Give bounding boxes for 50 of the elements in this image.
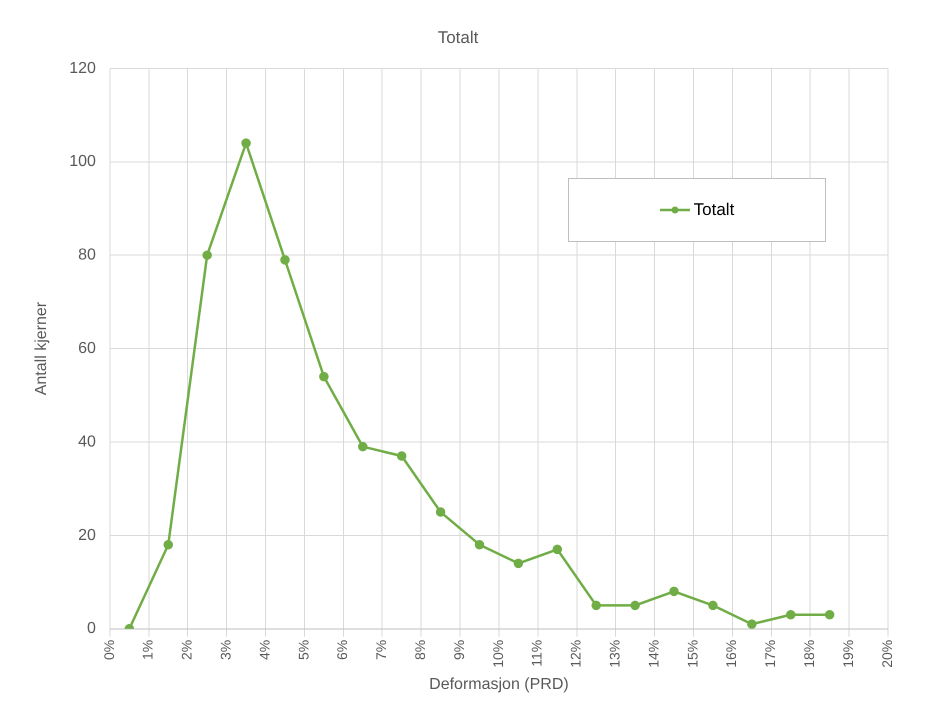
- x-tick-label: 6%: [334, 640, 350, 660]
- x-tick-label: 14%: [645, 640, 662, 668]
- x-tick-label: 1%: [140, 640, 156, 660]
- legend-label: Totalt: [694, 200, 734, 220]
- x-tick-label: 20%: [878, 640, 895, 668]
- x-tick-label: 2%: [178, 640, 195, 660]
- x-tick-label: 11%: [528, 640, 545, 667]
- point: [474, 540, 484, 550]
- y-tick-label: 0: [86, 620, 96, 638]
- point: [202, 250, 212, 260]
- x-tick-label: 8%: [412, 640, 428, 660]
- y-tick-label: 80: [78, 246, 96, 264]
- x-tick-label: 13%: [606, 640, 623, 668]
- x-tick-label: 10%: [490, 640, 506, 668]
- point: [280, 255, 290, 265]
- x-tick-label: 19%: [840, 640, 856, 668]
- point: [552, 544, 562, 554]
- x-tick-label: 12%: [568, 640, 584, 668]
- point: [358, 442, 368, 452]
- x-tick-label: 5%: [295, 640, 312, 660]
- x-tick-label: 17%: [762, 640, 778, 668]
- x-tick-label: 16%: [723, 640, 740, 668]
- point: [514, 558, 524, 568]
- point: [436, 507, 446, 517]
- y-tick-label: 60: [78, 340, 96, 357]
- point: [669, 586, 679, 596]
- point: [630, 600, 640, 610]
- point: [164, 540, 174, 550]
- point: [824, 610, 834, 620]
- x-tick-label: 7%: [373, 640, 390, 660]
- point: [591, 600, 601, 610]
- chart-title: Totalt: [438, 28, 479, 47]
- x-axis-title: Deformasjon (PRD): [429, 676, 569, 693]
- x-tick-label: 3%: [217, 640, 234, 660]
- y-tick-label: 40: [78, 433, 96, 450]
- x-tick-label: 4%: [256, 640, 272, 660]
- point: [241, 138, 251, 148]
- point: [708, 600, 718, 610]
- point: [319, 372, 329, 382]
- y-tick-label: 20: [78, 526, 96, 544]
- x-tick-label: 15%: [684, 640, 700, 668]
- y-tick-label: 100: [69, 153, 96, 170]
- point: [786, 610, 796, 620]
- y-axis-title: Antall kjerner: [33, 301, 50, 396]
- x-tick-label: 9%: [450, 640, 467, 660]
- x-tick-label: 18%: [801, 640, 818, 668]
- point: [396, 451, 406, 461]
- x-tick-label: 0%: [100, 640, 117, 660]
- point: [747, 619, 757, 629]
- y-tick-label: 120: [69, 60, 96, 77]
